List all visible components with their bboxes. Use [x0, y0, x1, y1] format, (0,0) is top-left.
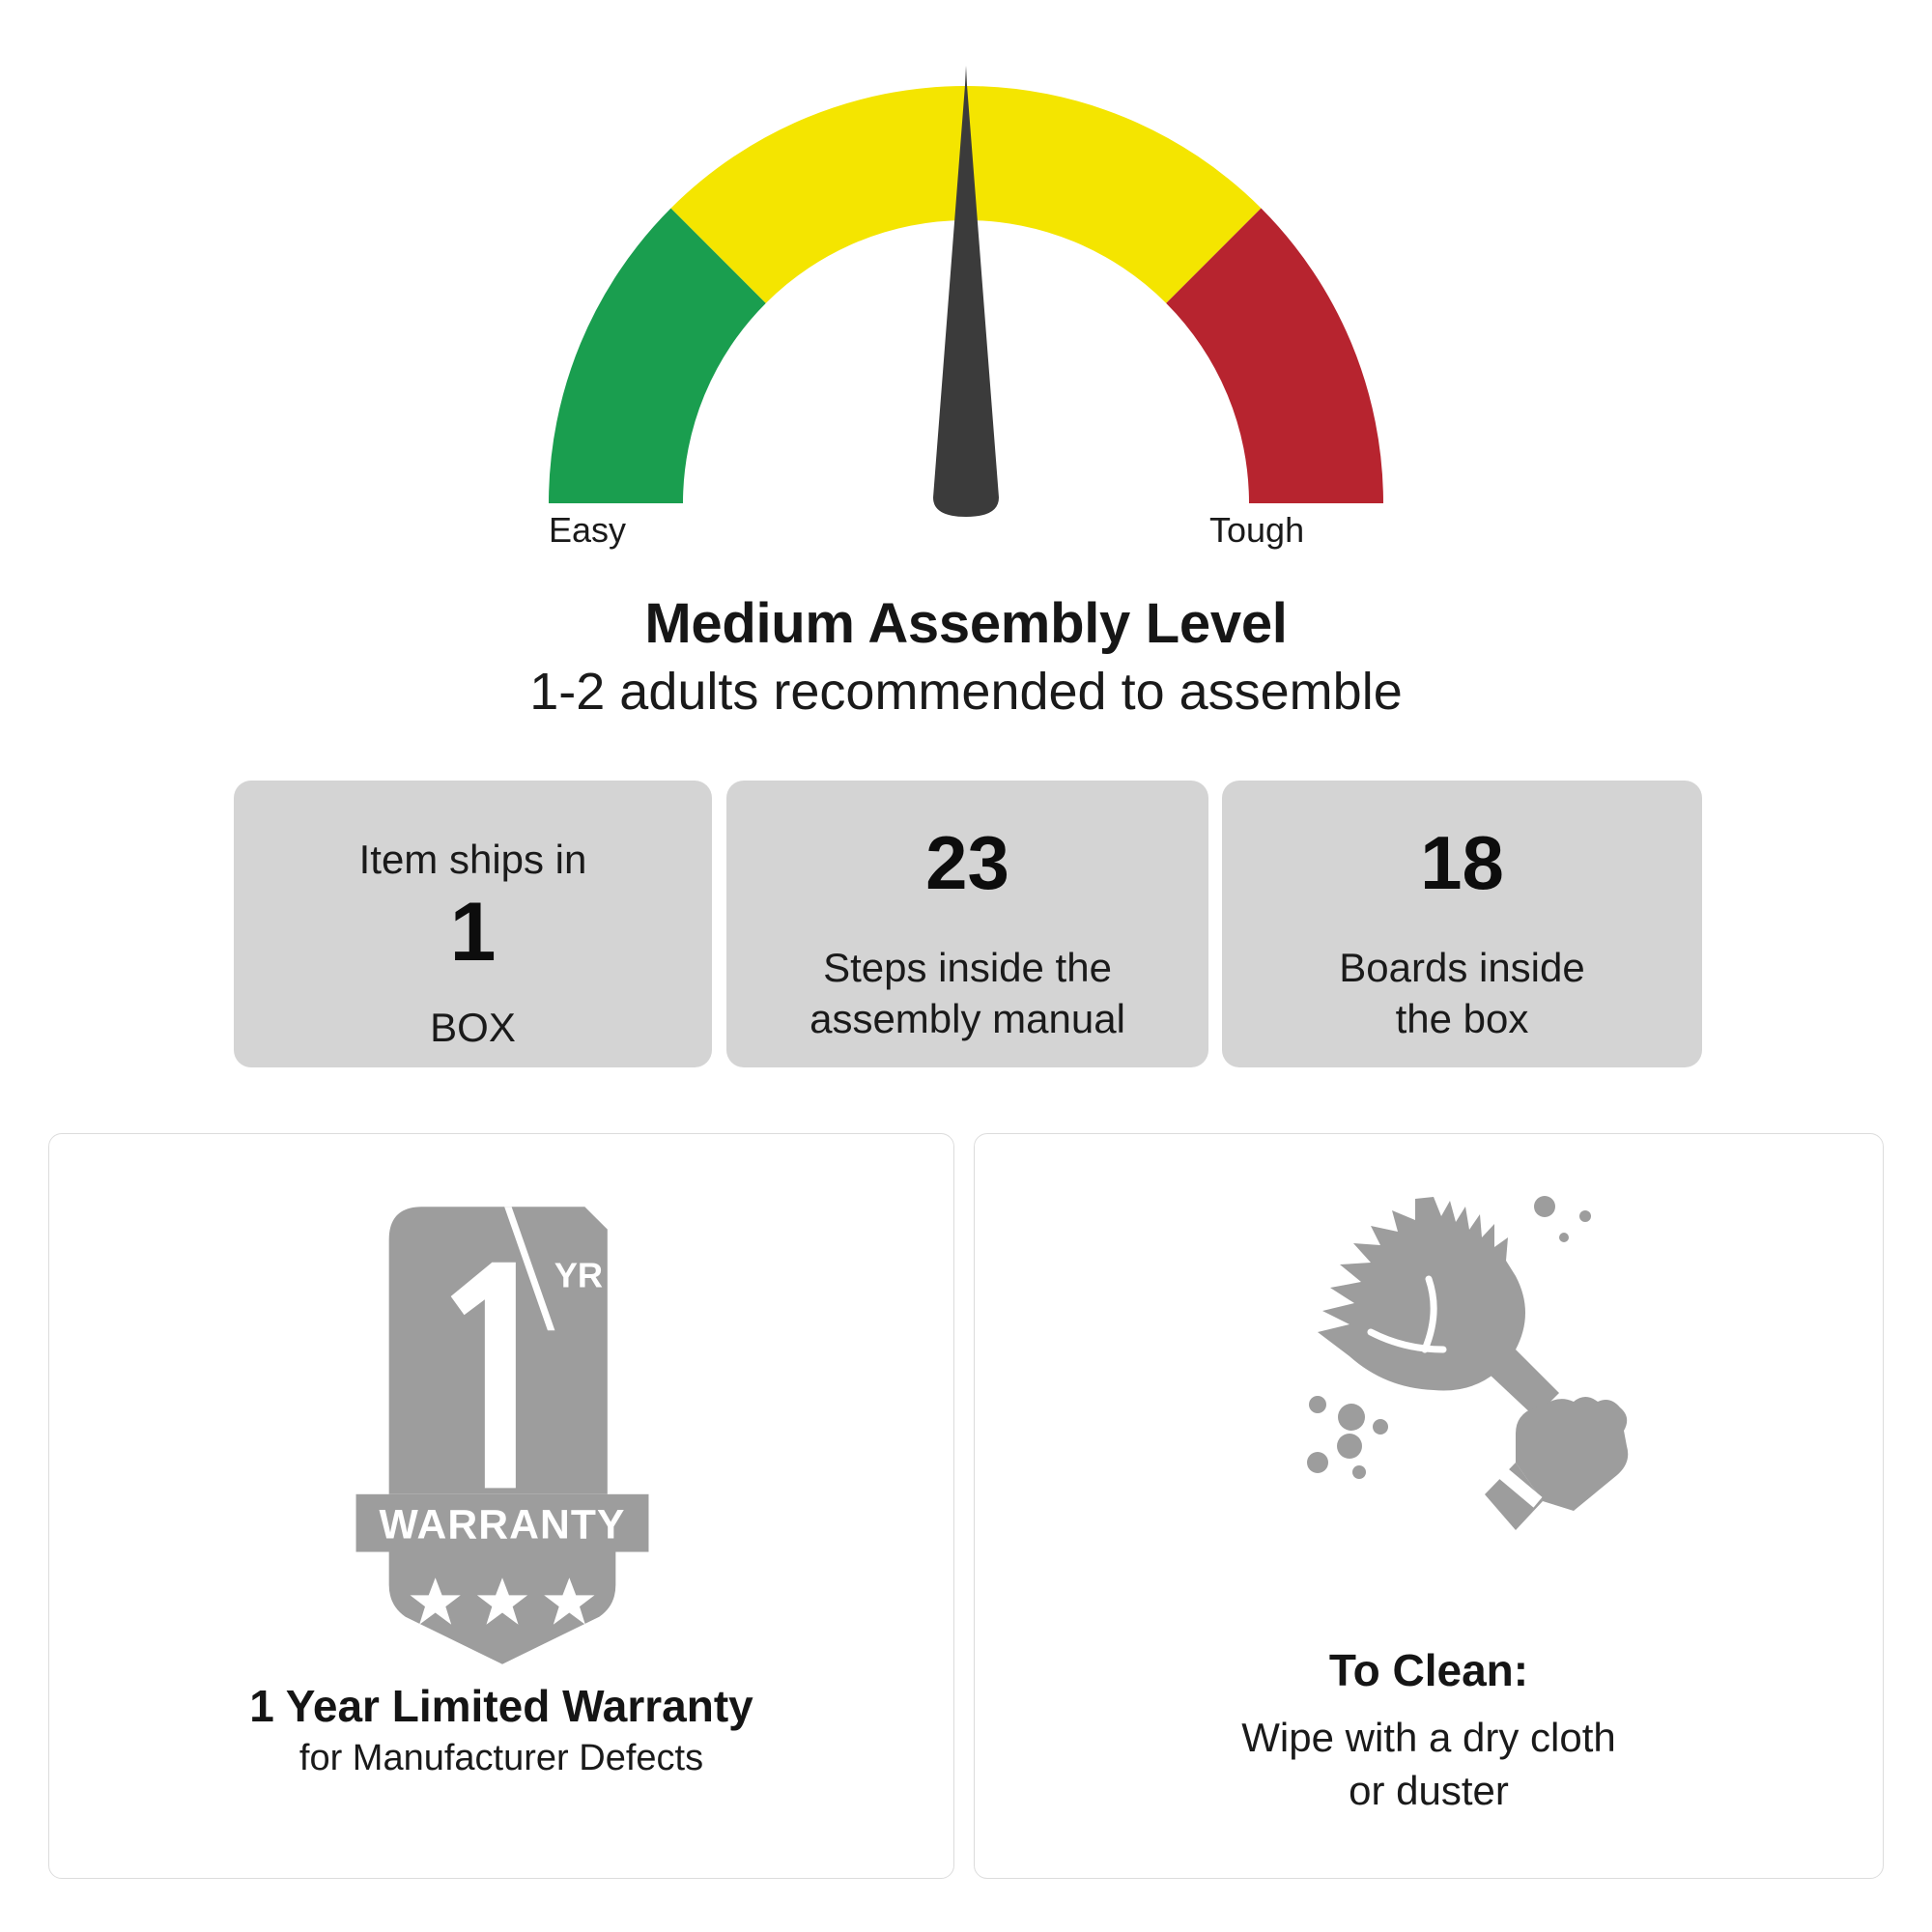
svg-text:WARRANTY: WARRANTY — [380, 1502, 626, 1548]
svg-text:YR: YR — [554, 1255, 603, 1294]
